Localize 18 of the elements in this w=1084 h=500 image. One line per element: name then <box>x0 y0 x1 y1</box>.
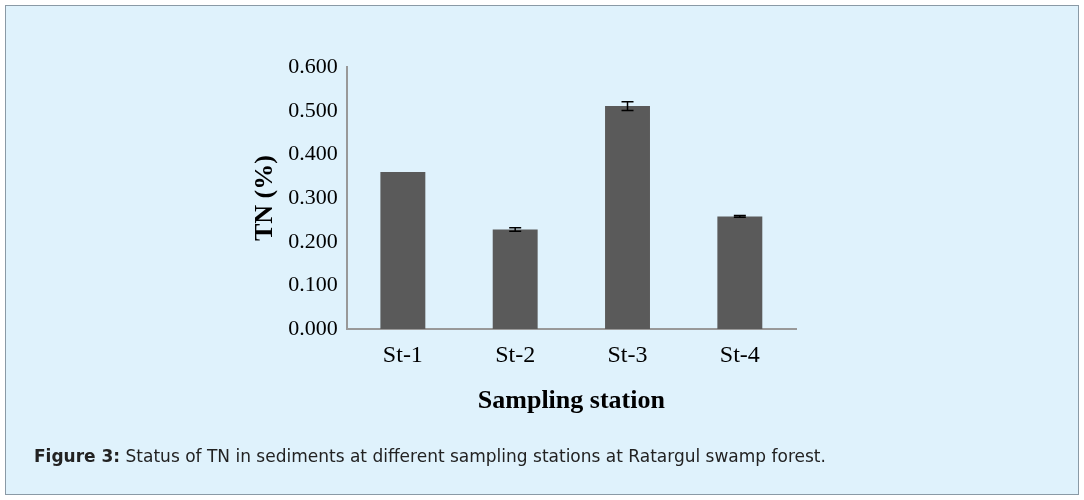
x-tick-label: St-2 <box>495 340 536 367</box>
y-tick-label: 0.400 <box>288 140 338 166</box>
y-tick-label: 0.500 <box>288 96 338 122</box>
y-tick-label: 0.200 <box>288 227 338 253</box>
bar <box>492 229 538 329</box>
y-tick-label: 0.600 <box>288 52 338 78</box>
caption: Figure 3: Status of TN in sediments at different sampling stations at Ratargul swamp forest. <box>34 446 826 466</box>
x-tick-label: St-4 <box>719 340 760 367</box>
bar <box>717 216 763 329</box>
y-tick-label: 0.100 <box>288 271 338 297</box>
x-axis-title: Sampling station <box>477 385 666 415</box>
x-tick-label: St-3 <box>607 340 648 367</box>
y-tick-label: 0.000 <box>288 314 338 340</box>
y-axis-title: TN (%) <box>249 155 279 242</box>
bar <box>605 106 650 329</box>
x-tick-label: St-1 <box>382 340 423 367</box>
y-tick-label: 0.300 <box>288 183 338 209</box>
bar <box>380 171 426 329</box>
